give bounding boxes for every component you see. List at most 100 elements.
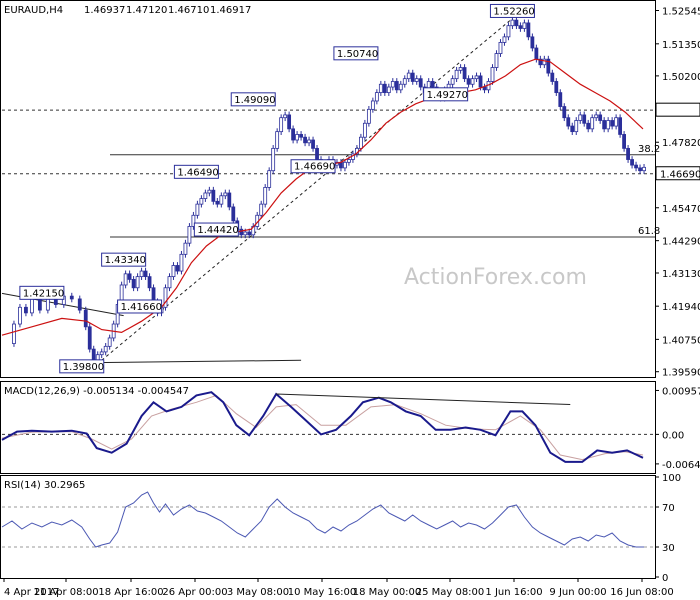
price-annotation-label: 1.46690 — [294, 162, 335, 173]
level-marker-label: 1.46690 — [660, 170, 700, 181]
price-y-tick-label: 1.52545 — [662, 7, 700, 18]
axis-layer: 1.525451.513501.502001.489701.478201.466… — [3, 7, 700, 598]
x-tick-label: 25 May 08:00 — [416, 587, 485, 598]
candle-body — [382, 83, 387, 94]
candle-body — [299, 134, 303, 138]
level-marker-box — [655, 102, 700, 117]
candle-body — [498, 42, 503, 54]
candle-body — [630, 159, 634, 166]
candle-body — [271, 147, 276, 172]
candle-body — [546, 58, 551, 74]
candle-body — [414, 78, 419, 82]
rsi-y-tick-label: 30 — [662, 543, 675, 554]
candle-body — [554, 81, 559, 94]
x-tick-label: 9 Jun 00:00 — [549, 587, 606, 598]
candle-body — [494, 53, 499, 68]
candle-body — [402, 78, 407, 85]
ohlc-close: 1.46917 — [210, 5, 251, 16]
x-tick-label: 18 Apr 16:00 — [98, 587, 163, 598]
candle-body — [283, 114, 288, 119]
x-tick-label: 4 Apr 2017 — [4, 587, 59, 598]
watermark: ActionForex.com — [404, 265, 587, 290]
trendline — [101, 18, 513, 361]
macd-layer — [1, 391, 655, 463]
price-annotation-label: 1.41660 — [121, 302, 162, 313]
price-y-tick-label: 1.45470 — [662, 204, 700, 215]
candle-body — [390, 81, 395, 88]
candle-body — [578, 114, 583, 121]
price-annotation-label: 1.42150 — [23, 288, 64, 299]
ohlc-high: 1.47120 — [126, 5, 167, 16]
candle-body — [203, 192, 208, 199]
candle-body — [406, 72, 411, 80]
fib-level-label: 38.2 — [638, 144, 660, 155]
symbol-title: EURAUD,H4 — [4, 5, 63, 16]
candle-body — [598, 114, 603, 121]
price-annotation-label: 1.43340 — [105, 255, 146, 266]
candle-body — [586, 122, 591, 130]
candle-body — [18, 306, 22, 325]
candle-body — [77, 298, 82, 311]
candle-body — [295, 134, 299, 141]
candle-body — [291, 128, 296, 141]
price-annotation-box — [117, 299, 163, 314]
x-tick-label: 3 May 08:00 — [227, 587, 289, 598]
candle-body — [259, 203, 264, 216]
candle-body — [530, 36, 535, 49]
candle-body — [526, 22, 531, 38]
candle-body — [538, 58, 543, 66]
x-tick-label: 10 May 16:00 — [288, 587, 357, 598]
candle-body — [634, 164, 638, 169]
ohlc-low: 1.46710 — [168, 5, 209, 16]
price-annotation-label: 1.52260 — [493, 6, 534, 17]
macd-trendline — [276, 393, 571, 406]
candle-body — [135, 276, 140, 289]
price-annotation-label: 1.49090 — [234, 95, 275, 106]
candle-body — [458, 67, 463, 71]
candle-body — [374, 92, 379, 102]
candle-body — [574, 120, 579, 133]
price-annotation-label: 1.44420 — [197, 225, 238, 236]
price-y-tick-label: 1.41940 — [662, 302, 700, 313]
rsi-layer — [1, 491, 655, 548]
price-annotation-box — [193, 222, 239, 237]
price-annotation-label: 1.39800 — [63, 362, 104, 373]
price-y-tick-label: 1.43130 — [662, 269, 700, 280]
price-annotation-box — [59, 359, 105, 374]
price-y-tick-label: 1.39590 — [662, 368, 700, 379]
candle-body — [83, 309, 88, 328]
candle-body — [570, 125, 575, 133]
candle-body — [275, 131, 280, 149]
candle-body — [418, 78, 423, 88]
candle-body — [131, 279, 136, 289]
candle-body — [534, 47, 539, 60]
candle-body — [227, 192, 232, 208]
candle-body — [642, 166, 646, 172]
price-y-tick-label: 1.47820 — [662, 138, 700, 149]
candle-body — [163, 287, 168, 308]
candle-body — [12, 323, 16, 344]
x-tick-label: 26 Apr 00:00 — [162, 587, 227, 598]
candle-body — [490, 67, 495, 82]
candle-body — [510, 19, 515, 27]
candle-body — [370, 100, 375, 110]
price-annotation-label: 1.46490 — [177, 167, 218, 178]
macd-panel-frame — [0, 381, 656, 474]
x-tick-label: 16 Jun 08:00 — [610, 587, 674, 598]
candle-body — [550, 72, 555, 82]
candle-body — [366, 108, 371, 124]
candle-body — [347, 159, 351, 163]
price-annotation-box — [423, 87, 469, 102]
candle-body — [454, 69, 459, 80]
candle-body — [558, 92, 563, 107]
candle-body — [147, 276, 152, 289]
price-annotation-box — [230, 92, 276, 107]
candle-body — [171, 265, 176, 278]
ohlc-open: 1.46937 — [84, 5, 125, 16]
level-marker-box — [655, 166, 700, 181]
candle-body — [398, 83, 403, 91]
candle-body — [127, 273, 132, 280]
price-annotation-box — [489, 3, 535, 18]
candle-body — [362, 122, 367, 138]
